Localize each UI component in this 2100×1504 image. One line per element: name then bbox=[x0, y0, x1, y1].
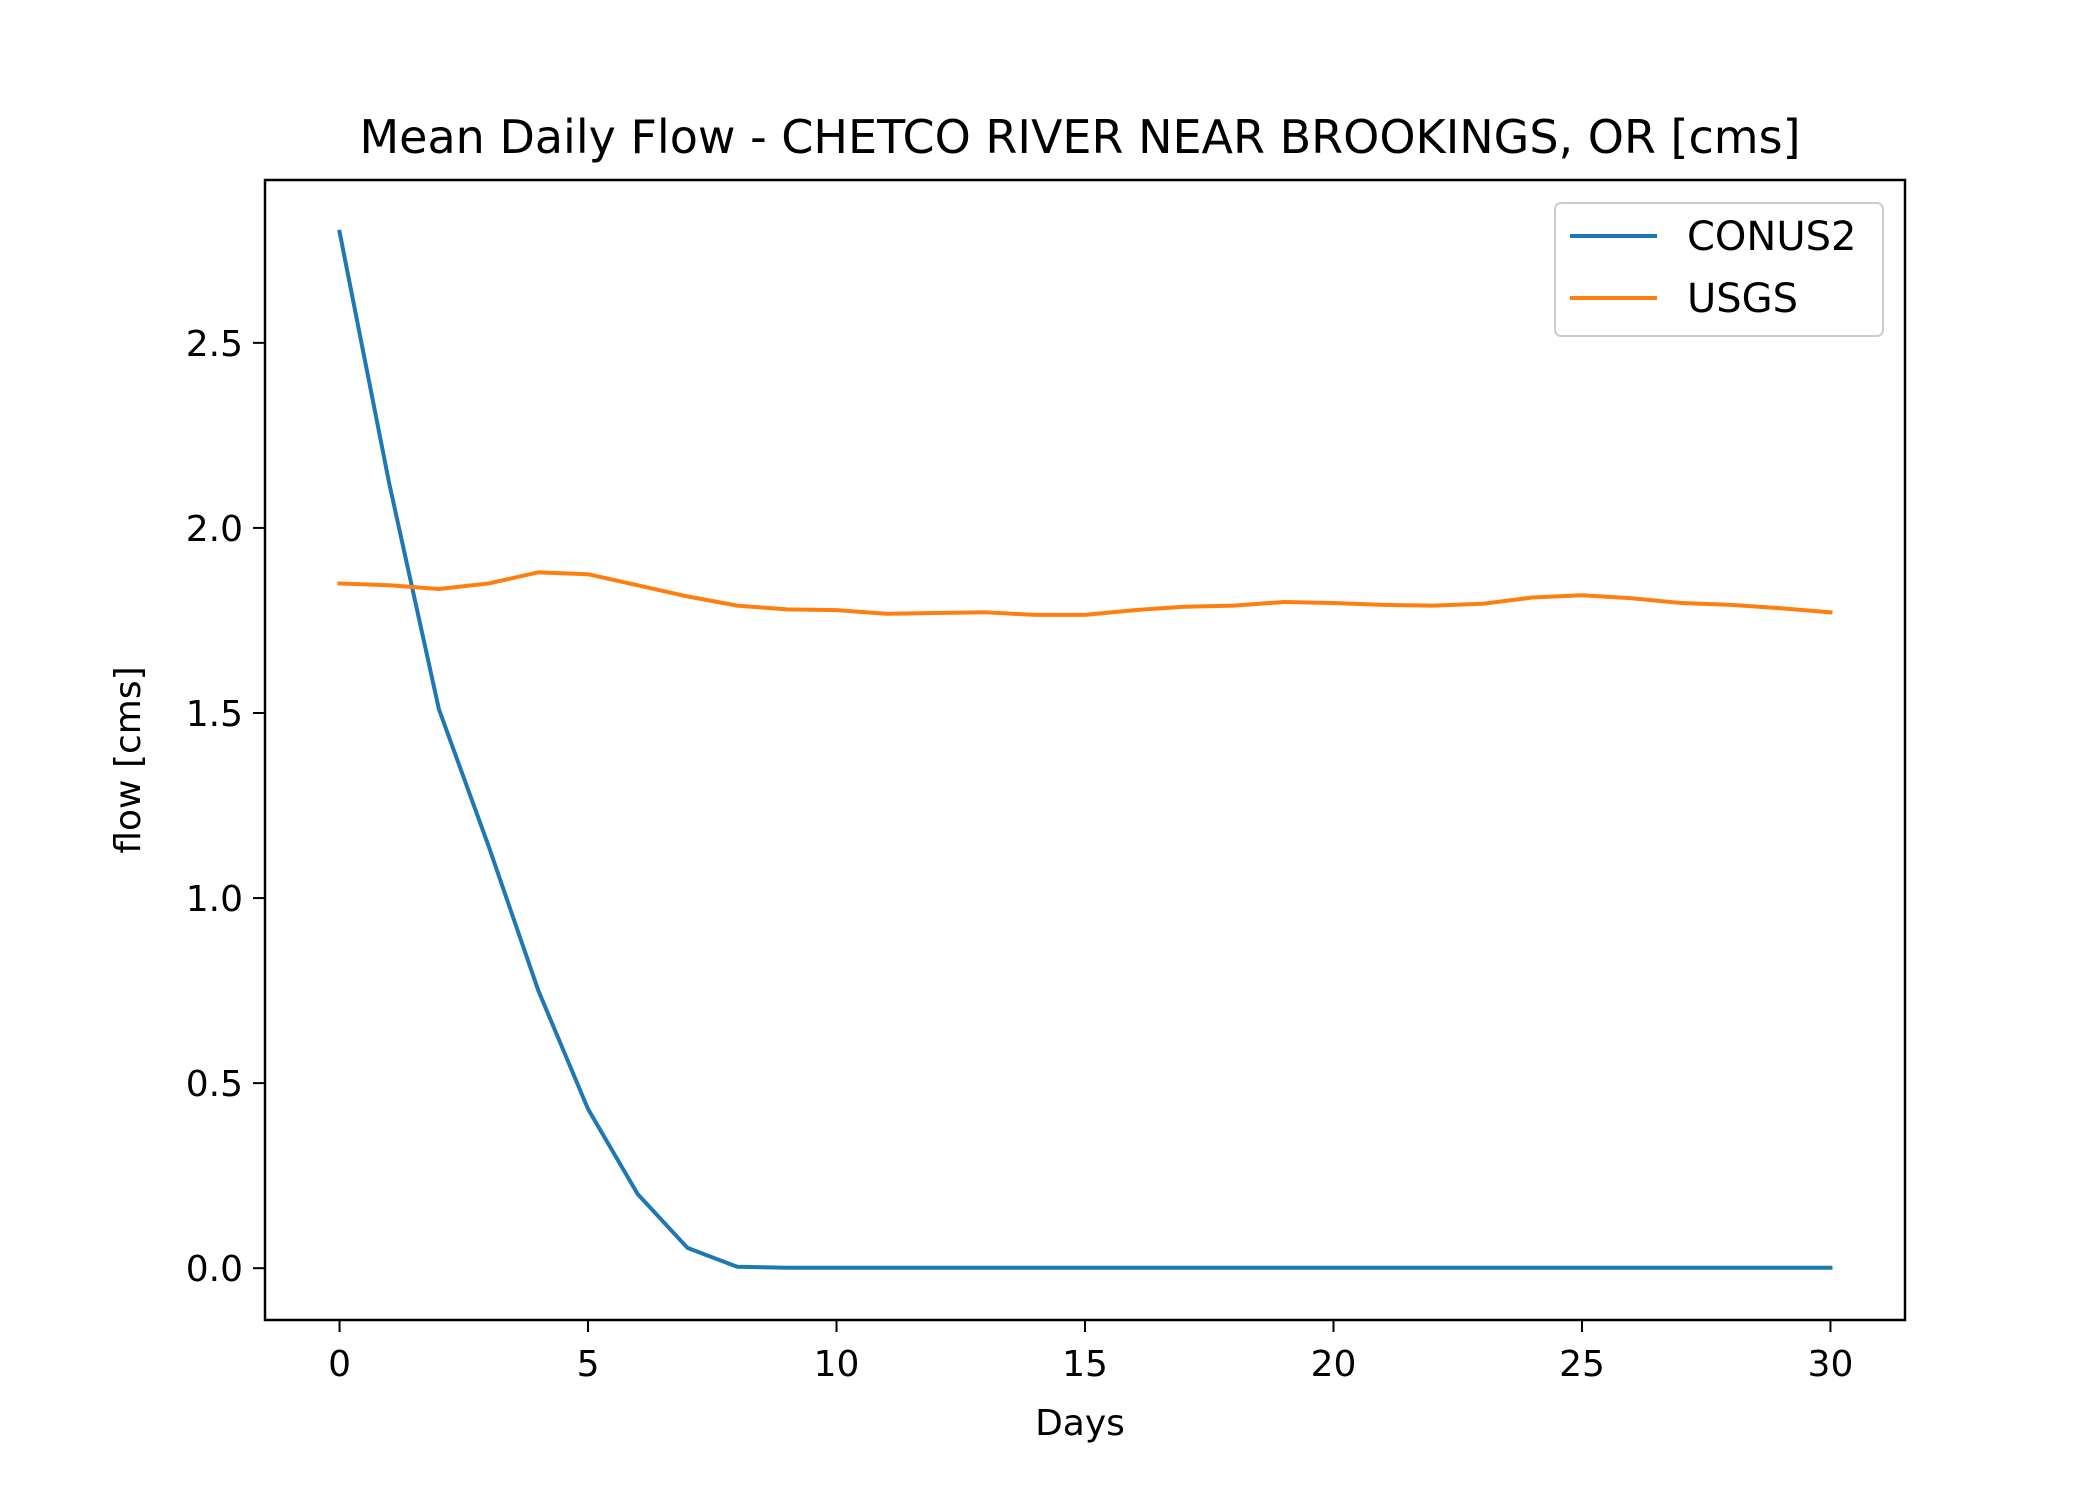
y-tick-label: 0.0 bbox=[186, 1249, 243, 1290]
x-tick-label: 10 bbox=[814, 1344, 860, 1385]
y-tick-label: 2.0 bbox=[186, 509, 243, 550]
series-line-conus2 bbox=[337, 229, 1833, 1270]
x-tick-label: 15 bbox=[1062, 1344, 1108, 1385]
y-tick-label: 1.5 bbox=[186, 694, 243, 735]
y-tick-label: 2.5 bbox=[186, 324, 243, 365]
legend-label-usgs: USGS bbox=[1687, 276, 1798, 322]
y-axis-label: flow [cms] bbox=[108, 666, 149, 853]
y-tick-label: 1.0 bbox=[186, 879, 243, 920]
x-tick-label: 25 bbox=[1559, 1344, 1605, 1385]
x-tick-label: 20 bbox=[1311, 1344, 1357, 1385]
y-tick-label: 0.5 bbox=[186, 1064, 243, 1105]
legend-label-conus2: CONUS2 bbox=[1687, 214, 1856, 260]
plot-area: 0 5 10 15 20 25 30 0.0 0.5 1.0 1.5 2.0 2.5 CONUS2 USGS bbox=[186, 178, 1907, 1385]
x-axis-label: Days bbox=[1035, 1403, 1125, 1444]
x-tick-label: 5 bbox=[577, 1344, 600, 1385]
x-tick-label: 30 bbox=[1808, 1344, 1854, 1385]
chart-title: Mean Daily Flow - CHETCO RIVER NEAR BROO… bbox=[359, 110, 1800, 164]
series-line-usgs bbox=[337, 570, 1833, 617]
x-tick-label: 0 bbox=[328, 1344, 351, 1385]
